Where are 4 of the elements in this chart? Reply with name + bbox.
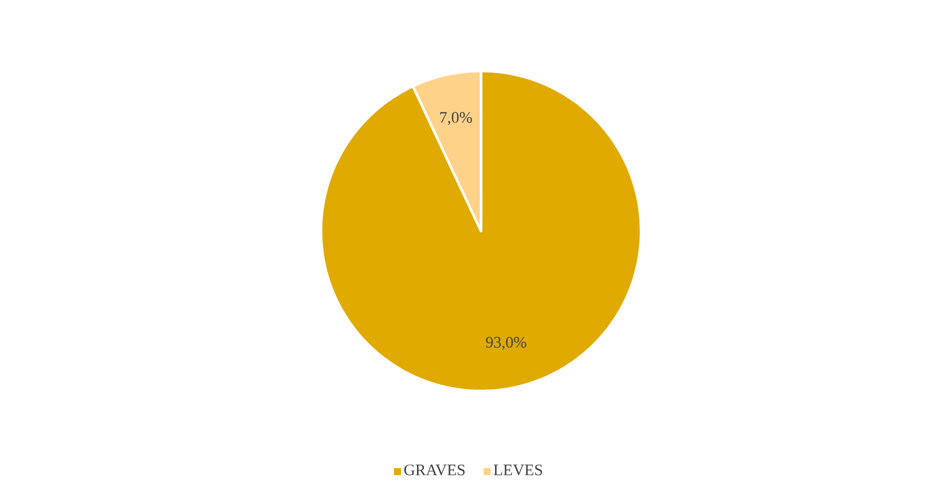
legend-label: GRAVES [404,464,465,476]
data-label: 93,0% [486,336,526,350]
data-label: 7,0% [440,112,472,126]
legend-label: LEVES [494,464,542,476]
